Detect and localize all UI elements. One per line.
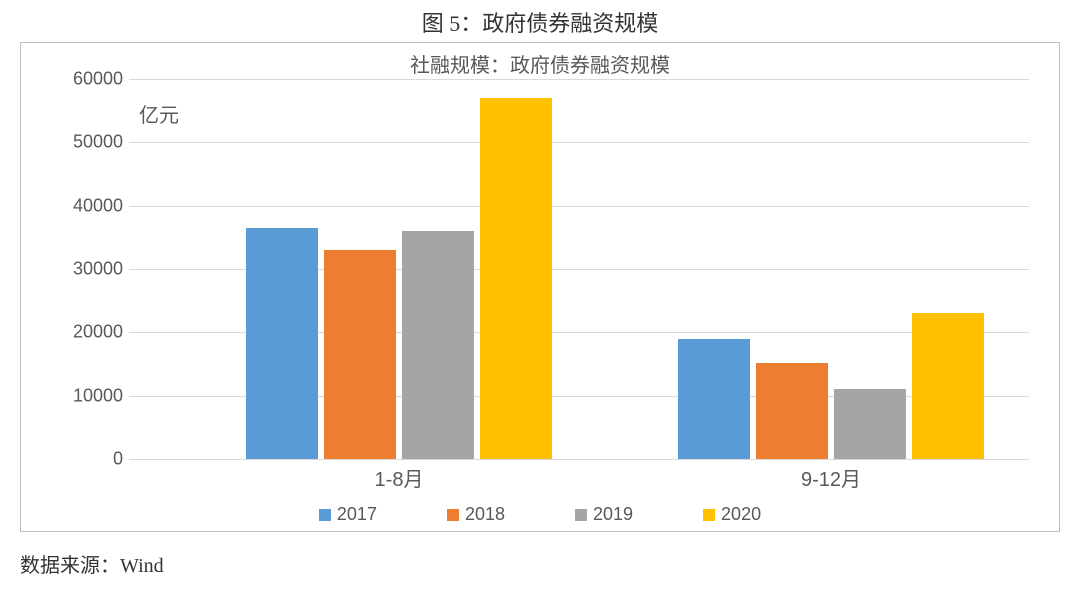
bar-group	[246, 98, 552, 459]
y-tick-label: 0	[43, 449, 123, 470]
y-axis-unit: 亿元	[139, 99, 179, 128]
legend-swatch	[575, 509, 587, 521]
legend-item: 2017	[319, 504, 377, 525]
bar	[246, 228, 318, 459]
figure-title: 图 5：政府债券融资规模	[0, 0, 1080, 42]
y-tick-label: 10000	[43, 385, 123, 406]
x-tick-label: 9-12月	[801, 463, 861, 492]
legend: 2017 2018 2019 2020	[21, 504, 1059, 525]
legend-swatch	[447, 509, 459, 521]
bar	[678, 339, 750, 459]
chart-container: 社融规模：政府债券融资规模 2017 2018 2019 2020 0 10000 200…	[20, 42, 1060, 532]
legend-item: 2019	[575, 504, 633, 525]
y-tick-label: 60000	[43, 69, 123, 90]
x-tick-label: 1-8月	[375, 463, 424, 492]
bar-group	[678, 313, 984, 459]
bar	[324, 250, 396, 459]
bar	[480, 98, 552, 459]
legend-swatch	[703, 509, 715, 521]
grid-line	[129, 459, 1029, 460]
bar	[402, 231, 474, 459]
legend-label: 2020	[721, 504, 761, 525]
data-source: 数据来源：Wind	[20, 549, 164, 578]
y-tick-label: 40000	[43, 195, 123, 216]
y-tick-label: 20000	[43, 322, 123, 343]
bar	[912, 313, 984, 459]
y-tick-label: 30000	[43, 259, 123, 280]
bar	[834, 389, 906, 459]
y-tick-label: 50000	[43, 132, 123, 153]
legend-label: 2019	[593, 504, 633, 525]
legend-item: 2020	[703, 504, 761, 525]
chart-title: 社融规模：政府债券融资规模	[21, 49, 1059, 78]
plot-area	[129, 79, 1029, 459]
legend-label: 2017	[337, 504, 377, 525]
grid-line	[129, 79, 1029, 80]
bar	[756, 363, 828, 459]
legend-label: 2018	[465, 504, 505, 525]
legend-swatch	[319, 509, 331, 521]
legend-item: 2018	[447, 504, 505, 525]
